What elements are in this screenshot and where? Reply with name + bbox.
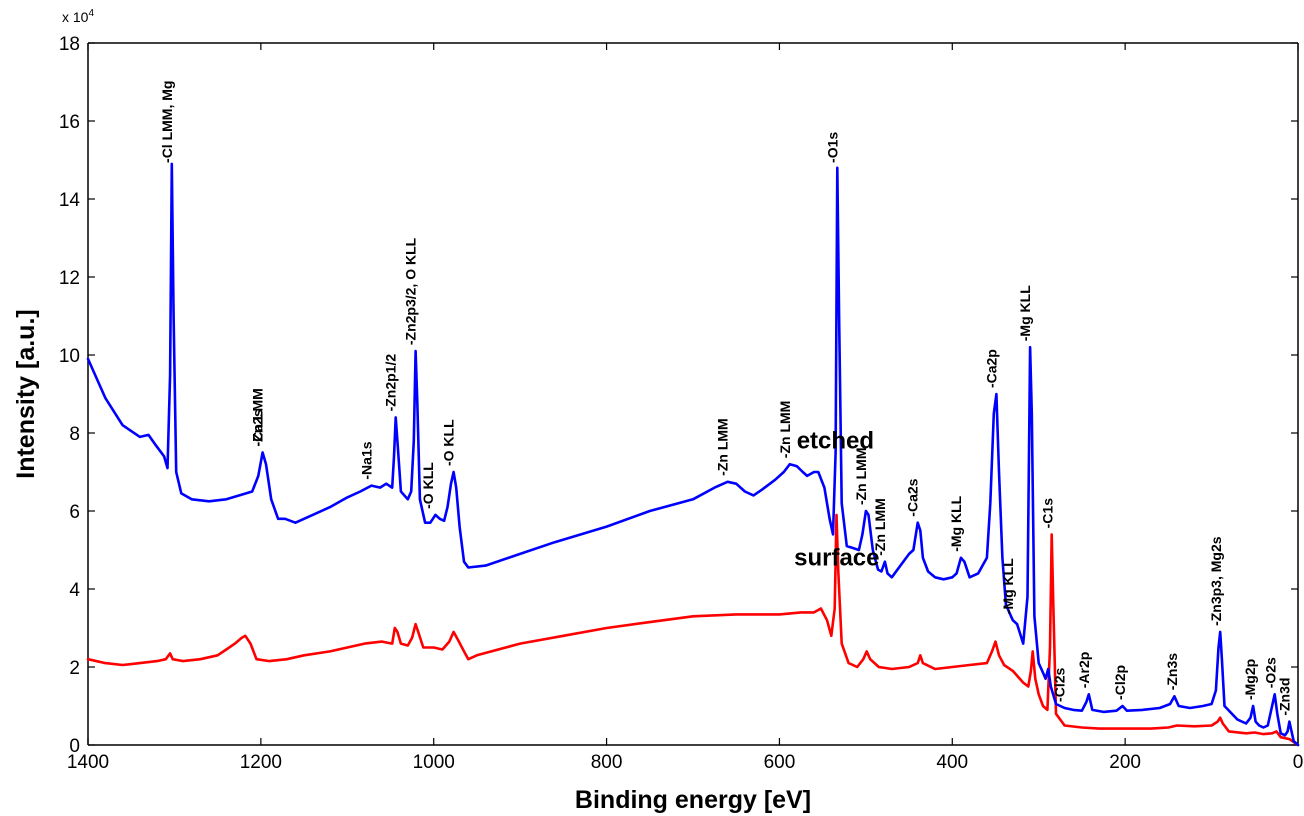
y-tick-label: 6 [69,502,80,523]
peak-label: -Zn LMM [715,418,731,476]
peak-label: -Cl2p [1112,665,1128,700]
axes-frame [87,42,1299,746]
peak-label: -Zn3d [1276,678,1292,716]
y-tick-label: 12 [59,268,80,289]
x-tick-label: 400 [936,752,968,773]
peak-label: -Zn2s [250,409,266,447]
y-tick-label: 18 [59,34,80,55]
peak-label: -Zn LMM [777,401,793,459]
peak-label: -Zn LMM [872,498,888,556]
x-axis-title: Binding energy [eV] [575,786,811,814]
series-labels: etched surface [794,428,879,572]
peak-label: -Zn3s [1164,653,1180,691]
x-tick-label: 800 [591,752,623,773]
series-lines [86,162,1300,747]
peak-label: -Ca2p [983,349,999,388]
peak-label: -Ca2s [905,478,921,516]
y-tick-label: 4 [69,580,80,601]
series-line-surface [86,513,1300,747]
peak-label: -Cl2s [1052,668,1068,702]
y-tick-label: 2 [69,658,80,679]
x-tick-label: 600 [764,752,796,773]
y-multiplier-label: x 104 [62,8,94,25]
peak-label: -Mg KLL [948,495,964,551]
peak-label: -O1s [824,132,840,163]
series-line-etched [86,162,1300,747]
peak-label: -Ar2p [1076,652,1092,689]
y-tick-label: 8 [69,424,80,445]
x-tick-label: 1000 [413,752,455,773]
series-label-etched: etched [797,428,874,455]
peak-label: -Ca LMM [250,388,266,446]
y-tick-label: 0 [69,736,80,757]
series-label-surface: surface [794,545,879,572]
peak-label: -Mg KLL [1000,558,1016,614]
y-multiplier-base: x 10 [62,9,89,25]
x-tick-label: 1200 [240,752,282,773]
x-tick-label: 200 [1109,752,1141,773]
peak-label: -Zn2p1/2 [383,354,399,412]
peak-label: -Cl LMM, Mg [159,81,175,163]
peak-label: -Zn3p3, Mg2s [1208,536,1224,626]
x-tick-label: 1400 [67,752,109,773]
peak-label: -O KLL [420,462,436,509]
axis-ticks: 1400 1200 1000 800 600 400 200 0 0 2 4 6 8 10 12 14 16 18 [59,34,1303,773]
peak-label: -Zn LMM [853,448,869,506]
peak-label: -Zn2p3/2, O KLL [403,237,419,345]
y-tick-label: 10 [59,346,80,367]
peak-label: -C1s [1040,498,1056,529]
peak-label: -O2s [1263,657,1279,688]
peak-label: -Na1s [359,441,375,479]
y-tick-label: 16 [59,112,80,133]
peak-annotations: -Cl LMM, Mg -Zn2s-Ca LMM -Na1s -Zn2p1/2-Zn2… [159,81,1293,716]
x-tick-label: 0 [1293,752,1304,773]
peak-label: -Mg KLL [1017,285,1033,341]
y-axis-title: Intensity [a.u.] [12,309,40,478]
y-tick-label: 14 [59,190,81,211]
y-multiplier-exponent: 4 [88,8,94,19]
peak-label: -O KLL [441,419,457,466]
peak-label: -Mg2p [1242,659,1258,700]
